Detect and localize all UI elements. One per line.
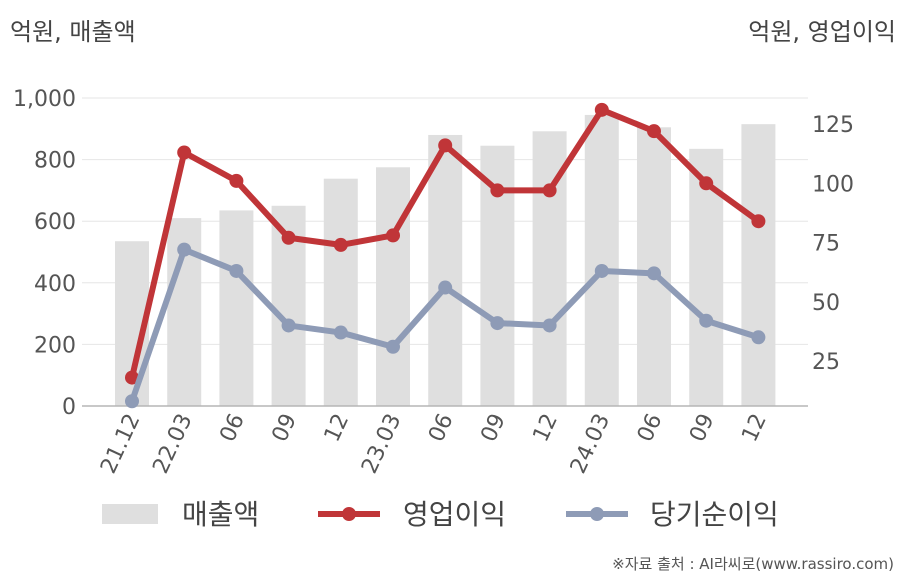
revenue-bar bbox=[741, 124, 776, 407]
x-tick-label: 12 bbox=[529, 410, 563, 446]
revenue-bar bbox=[584, 114, 619, 406]
net-income-point bbox=[490, 316, 505, 331]
left-tick-label: 200 bbox=[34, 333, 76, 358]
legend: 매출액 영업이익 당기순이익 bbox=[102, 498, 779, 531]
net-income-point bbox=[281, 318, 296, 333]
operating-profit-point bbox=[699, 176, 714, 191]
revenue-bar bbox=[428, 134, 463, 406]
revenue-bar bbox=[323, 178, 358, 406]
source-credit: ※자료 출처 : AI라씨로(www.rassiro.com) bbox=[612, 555, 894, 573]
right-tick-label: 125 bbox=[812, 113, 854, 138]
operating-profit-point bbox=[542, 183, 557, 198]
operating-profit-point bbox=[125, 370, 139, 385]
x-tick-label: 23.03 bbox=[357, 410, 406, 478]
net-income-point bbox=[542, 318, 557, 333]
left-tick-label: 0 bbox=[62, 395, 76, 420]
operating-profit-point bbox=[438, 138, 453, 153]
revenue-bars bbox=[115, 114, 776, 407]
x-tick-label: 24.03 bbox=[566, 410, 615, 478]
operating-profit-point bbox=[647, 124, 661, 139]
x-tick-label: 21.12 bbox=[96, 410, 145, 478]
net-income-line bbox=[125, 242, 766, 409]
right-axis-unit: 억원, 영업이익 bbox=[748, 18, 896, 46]
operating-profit-point bbox=[594, 102, 609, 117]
net-income-point bbox=[647, 266, 661, 281]
legend-net-income-marker bbox=[590, 507, 604, 521]
x-tick-label: 06 bbox=[633, 410, 667, 446]
net-income-point bbox=[699, 313, 714, 328]
right-tick-label: 25 bbox=[812, 350, 840, 375]
legend-operating-profit-marker bbox=[342, 507, 356, 521]
right-tick-label: 50 bbox=[812, 291, 840, 316]
left-tick-label: 800 bbox=[34, 149, 76, 174]
legend-net-income-label: 당기순이익 bbox=[650, 498, 779, 531]
right-tick-label: 75 bbox=[812, 232, 840, 257]
x-tick-label: 09 bbox=[685, 410, 719, 446]
left-axis-unit: 억원, 매출액 bbox=[10, 18, 136, 46]
x-tick-label: 06 bbox=[215, 410, 249, 446]
net-income-point bbox=[386, 339, 400, 354]
net-income-point bbox=[751, 330, 766, 345]
x-tick-label: 06 bbox=[424, 410, 458, 446]
operating-profit-point bbox=[386, 228, 400, 243]
operating-profit-point bbox=[177, 145, 192, 160]
revenue-bar bbox=[376, 167, 410, 406]
net-income-point bbox=[333, 325, 348, 340]
x-tick-label: 12 bbox=[320, 410, 354, 446]
legend-revenue-swatch bbox=[102, 504, 158, 524]
net-income-point bbox=[229, 263, 244, 278]
left-tick-label: 400 bbox=[34, 272, 76, 297]
operating-profit-line bbox=[125, 102, 766, 385]
x-tick-label: 12 bbox=[737, 410, 771, 446]
revenue-bar bbox=[219, 210, 254, 406]
operating-profit-point bbox=[333, 237, 348, 252]
operating-profit-point bbox=[751, 214, 766, 229]
legend-operating-profit-label: 영업이익 bbox=[403, 498, 506, 531]
x-tick-label: 09 bbox=[268, 410, 302, 446]
operating-profit-point bbox=[490, 183, 505, 198]
right-tick-label: 100 bbox=[812, 172, 854, 197]
x-tick-label: 09 bbox=[476, 410, 510, 446]
left-tick-label: 600 bbox=[34, 210, 76, 235]
operating-profit-point bbox=[281, 230, 296, 245]
net-income-point bbox=[438, 280, 453, 295]
left-tick-label: 1,000 bbox=[13, 87, 76, 112]
legend-revenue-label: 매출액 bbox=[182, 498, 259, 531]
operating-profit-point bbox=[229, 173, 244, 188]
net-income-point bbox=[594, 263, 609, 278]
x-tick-label: 22.03 bbox=[148, 410, 197, 478]
net-income-point bbox=[125, 394, 139, 409]
net-income-point bbox=[177, 242, 192, 257]
